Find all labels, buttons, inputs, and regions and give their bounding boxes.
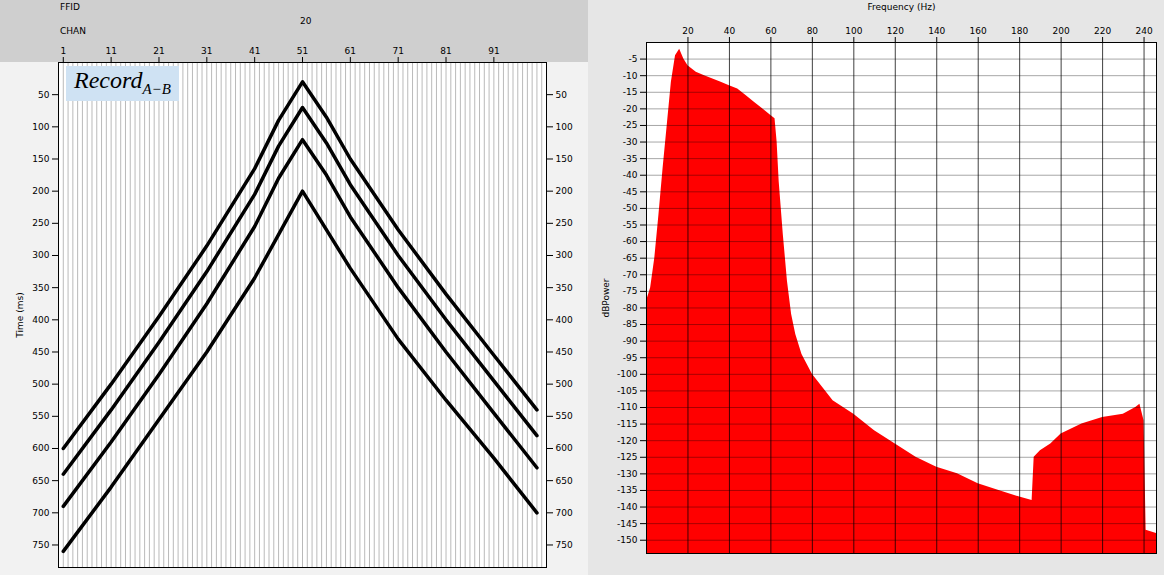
svg-text:50: 50 [38, 90, 50, 100]
svg-text:450: 450 [32, 347, 49, 357]
svg-text:-120: -120 [617, 436, 638, 446]
svg-text:350: 350 [32, 283, 49, 293]
svg-text:100: 100 [845, 26, 862, 36]
svg-text:140: 140 [928, 26, 945, 36]
svg-text:350: 350 [556, 283, 573, 293]
svg-text:60: 60 [765, 26, 777, 36]
svg-text:600: 600 [32, 443, 49, 453]
html-text:CHAN: CHAN [60, 26, 86, 36]
svg-text:-60: -60 [623, 236, 638, 246]
svg-text:-130: -130 [617, 469, 638, 479]
svg-text:750: 750 [556, 540, 573, 550]
svg-text:300: 300 [32, 250, 49, 260]
svg-text:400: 400 [32, 315, 49, 325]
svg-text:-150: -150 [617, 535, 638, 545]
svg-text:-65: -65 [623, 253, 638, 263]
html-text:RecordA−B: RecordA−B [74, 67, 171, 97]
svg-text:-25: -25 [623, 120, 638, 130]
svg-text:31: 31 [201, 46, 212, 56]
svg-text:-85: -85 [623, 319, 638, 329]
svg-text:200: 200 [32, 186, 49, 196]
svg-text:11: 11 [105, 46, 116, 56]
svg-text:300: 300 [556, 250, 573, 260]
svg-text:21: 21 [153, 46, 164, 56]
svg-text:500: 500 [32, 379, 49, 389]
svg-text:120: 120 [887, 26, 904, 36]
svg-text:-10: -10 [623, 71, 638, 81]
svg-text:20: 20 [682, 26, 694, 36]
svg-text:-50: -50 [623, 203, 638, 213]
svg-text:750: 750 [32, 540, 49, 550]
svg-text:-90: -90 [623, 336, 638, 346]
svg-text:-15: -15 [623, 87, 638, 97]
svg-text:100: 100 [32, 122, 49, 132]
svg-text:160: 160 [970, 26, 987, 36]
svg-text:41: 41 [249, 46, 260, 56]
svg-text:-100: -100 [617, 369, 638, 379]
svg-text:Frequency (Hz): Frequency (Hz) [868, 2, 936, 12]
svg-text:700: 700 [32, 508, 49, 518]
svg-text:-40: -40 [623, 170, 638, 180]
svg-text:250: 250 [556, 218, 573, 228]
svg-text:600: 600 [556, 443, 573, 453]
svg-text:250: 250 [32, 218, 49, 228]
svg-text:-145: -145 [617, 519, 637, 529]
svg-text:-80: -80 [623, 303, 638, 313]
svg-text:150: 150 [32, 154, 49, 164]
svg-text:-75: -75 [623, 286, 638, 296]
svg-text:400: 400 [556, 315, 573, 325]
svg-text:-125: -125 [617, 452, 637, 462]
svg-text:-135: -135 [617, 485, 637, 495]
svg-text:-30: -30 [623, 137, 638, 147]
svg-text:81: 81 [440, 46, 451, 56]
svg-text:61: 61 [345, 46, 356, 56]
svg-text:dBPower: dBPower [601, 278, 611, 317]
svg-text:80: 80 [807, 26, 819, 36]
svg-text:-110: -110 [617, 402, 638, 412]
svg-text:-55: -55 [623, 220, 638, 230]
svg-text:-105: -105 [617, 386, 637, 396]
svg-text:Time (ms): Time (ms) [15, 292, 25, 338]
svg-text:50: 50 [556, 90, 568, 100]
svg-text:-115: -115 [617, 419, 637, 429]
svg-text:220: 220 [1094, 26, 1111, 36]
svg-text:40: 40 [724, 26, 736, 36]
svg-text:200: 200 [1053, 26, 1070, 36]
svg-text:51: 51 [297, 46, 308, 56]
svg-text:100: 100 [556, 122, 573, 132]
svg-text:-70: -70 [623, 270, 638, 280]
html-text:FFID: FFID [60, 2, 80, 12]
svg-text:200: 200 [556, 186, 573, 196]
svg-text:650: 650 [556, 476, 573, 486]
svg-text:550: 550 [556, 411, 573, 421]
svg-text:-45: -45 [623, 187, 638, 197]
svg-text:550: 550 [32, 411, 49, 421]
svg-text:-140: -140 [617, 502, 638, 512]
svg-text:-20: -20 [623, 104, 638, 114]
svg-text:500: 500 [556, 379, 573, 389]
svg-text:71: 71 [392, 46, 403, 56]
svg-text:-95: -95 [623, 353, 638, 363]
svg-text:450: 450 [556, 347, 573, 357]
svg-text:700: 700 [556, 508, 573, 518]
svg-text:240: 240 [1135, 26, 1152, 36]
svg-text:150: 150 [556, 154, 573, 164]
svg-text:180: 180 [1011, 26, 1028, 36]
svg-text:650: 650 [32, 476, 49, 486]
svg-text:1: 1 [60, 46, 66, 56]
svg-text:91: 91 [488, 46, 499, 56]
svg-text:-5: -5 [629, 54, 638, 64]
svg-text:-35: -35 [623, 154, 638, 164]
html-text:20: 20 [300, 16, 312, 26]
